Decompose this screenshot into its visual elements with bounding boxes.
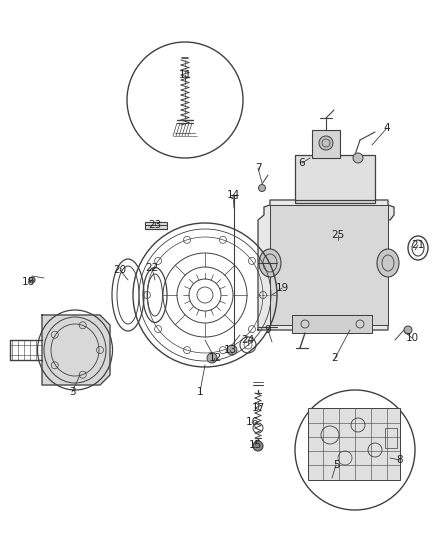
Text: 2: 2	[332, 353, 338, 363]
Circle shape	[253, 441, 263, 451]
Text: 6: 6	[299, 158, 305, 168]
Ellipse shape	[404, 326, 412, 334]
Polygon shape	[258, 200, 394, 330]
Bar	[385, 428, 397, 448]
Ellipse shape	[258, 184, 265, 191]
Bar	[292, 315, 372, 333]
Text: 4: 4	[384, 123, 390, 133]
Text: 15: 15	[248, 440, 261, 450]
Text: 19: 19	[276, 283, 289, 293]
Text: 25: 25	[332, 230, 345, 240]
Bar	[270, 205, 388, 325]
Text: 22: 22	[145, 263, 159, 273]
Bar	[308, 408, 400, 480]
Ellipse shape	[259, 249, 281, 277]
Text: 13: 13	[223, 345, 237, 355]
Text: 17: 17	[251, 403, 265, 413]
Text: 7: 7	[254, 163, 261, 173]
Text: 18: 18	[21, 277, 35, 287]
Text: 8: 8	[397, 455, 403, 465]
Text: 24: 24	[241, 335, 254, 345]
Bar	[295, 155, 375, 203]
Text: 23: 23	[148, 220, 162, 230]
Ellipse shape	[377, 249, 399, 277]
Ellipse shape	[319, 136, 333, 150]
Ellipse shape	[353, 153, 363, 163]
Text: 16: 16	[245, 417, 258, 427]
Bar	[312, 130, 340, 158]
Text: 14: 14	[226, 190, 240, 200]
Polygon shape	[42, 315, 110, 385]
Text: 20: 20	[113, 265, 127, 275]
Text: 11: 11	[178, 70, 192, 80]
Text: 9: 9	[265, 325, 271, 335]
Text: 21: 21	[411, 240, 424, 250]
Bar	[145, 222, 167, 229]
Text: 10: 10	[406, 333, 419, 343]
Text: 3: 3	[69, 387, 75, 397]
Circle shape	[207, 353, 217, 363]
Text: 12: 12	[208, 353, 222, 363]
Ellipse shape	[29, 277, 35, 283]
Text: 1: 1	[197, 387, 203, 397]
Circle shape	[227, 345, 237, 355]
Text: 5: 5	[333, 460, 339, 470]
